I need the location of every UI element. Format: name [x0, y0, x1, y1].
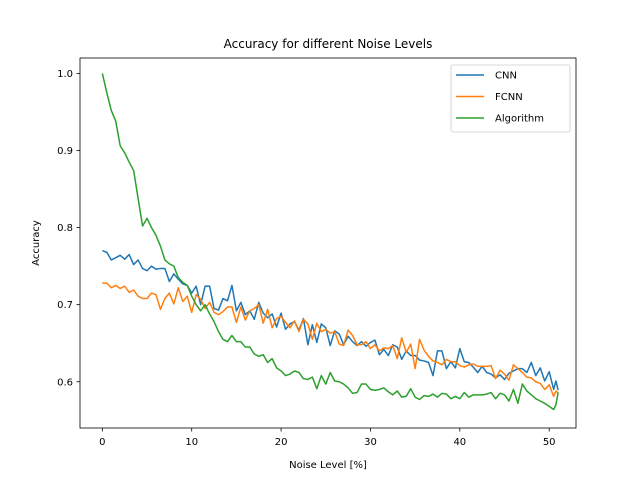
legend: CNN FCNN Algorithm: [450, 64, 571, 133]
legend-entry: Algorithm: [495, 114, 544, 125]
x-tick-label: 10: [185, 437, 198, 448]
plot-frame: [79, 57, 577, 429]
x-tick-label: 30: [364, 437, 377, 448]
x-tick-label: 20: [275, 437, 288, 448]
chart-title: Accuracy for different Noise Levels: [224, 37, 433, 51]
series-line-algorithm: [101, 73, 559, 411]
x-axis-ticks: 0 10 20 30 40 50: [99, 428, 556, 448]
y-tick-label: 0.7: [57, 300, 73, 311]
x-tick-label: 0: [99, 437, 105, 448]
y-tick-label: 0.6: [57, 377, 73, 388]
series-line-cnn: [102, 250, 559, 391]
x-tick-label: 50: [543, 437, 556, 448]
y-tick-label: 1.0: [57, 69, 73, 80]
plot-area: [79, 57, 577, 429]
legend-entry: FCNN: [495, 92, 523, 103]
y-axis-label: Accuracy: [31, 220, 42, 266]
y-tick-label: 0.9: [57, 146, 73, 157]
y-axis-ticks: 0.6 0.7 0.8 0.9 1.0: [57, 69, 80, 388]
series-line-fcnn: [102, 282, 559, 398]
x-tick-label: 40: [453, 437, 466, 448]
legend-box: [450, 64, 571, 133]
legend-entry: CNN: [495, 71, 517, 82]
x-axis-label: Noise Level [%]: [289, 460, 367, 471]
series-lines: [101, 73, 559, 411]
y-tick-label: 0.8: [57, 223, 73, 234]
